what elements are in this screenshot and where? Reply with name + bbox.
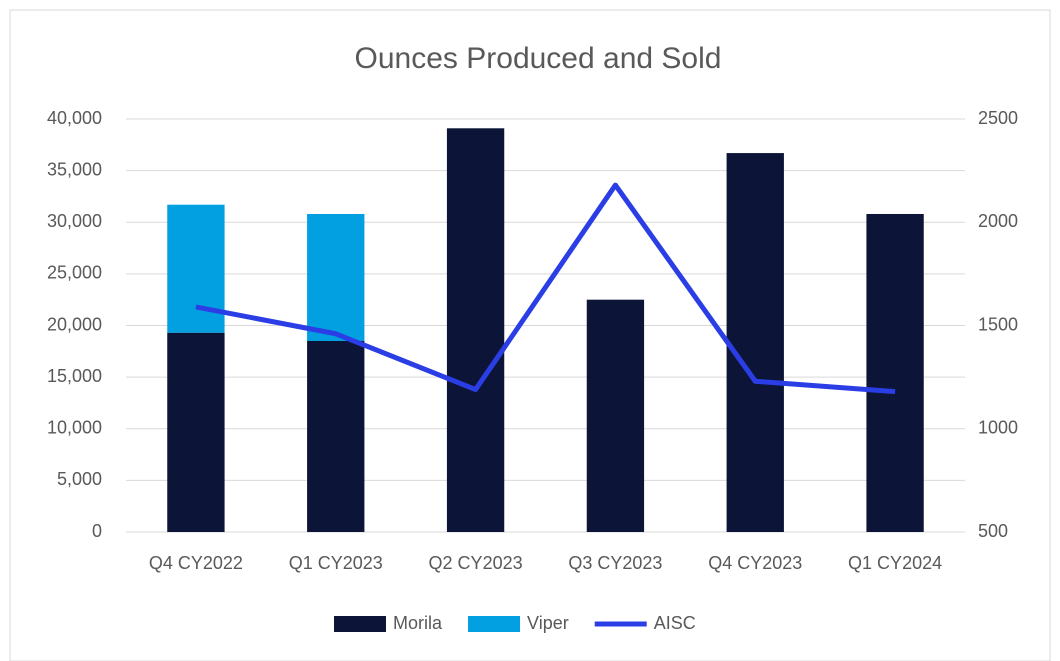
bar (167, 204, 225, 333)
x-tick-label: Q3 CY2023 (568, 553, 662, 573)
bar (726, 153, 784, 532)
y2-tick-label: 1500 (978, 314, 1018, 334)
y2-tick-label: 2500 (978, 108, 1018, 128)
x-tick-label: Q4 CY2022 (149, 553, 243, 573)
legend-swatch (334, 616, 386, 632)
y-tick-label: 40,000 (47, 108, 102, 128)
y-tick-label: 5,000 (57, 469, 102, 489)
x-tick-label: Q1 CY2023 (289, 553, 383, 573)
y-tick-label: 35,000 (47, 159, 102, 179)
bar (446, 128, 505, 533)
y-tick-label: 30,000 (47, 211, 102, 231)
y2-tick-label: 500 (978, 521, 1008, 541)
bar (586, 299, 645, 532)
y-tick-label: 25,000 (47, 263, 102, 283)
bar (307, 340, 365, 532)
bar (307, 213, 365, 341)
y-tick-label: 15,000 (47, 366, 102, 386)
y-tick-label: 20,000 (47, 314, 102, 334)
x-tick-label: Q1 CY2024 (848, 553, 942, 573)
legend-swatch (468, 616, 521, 632)
bar (866, 213, 924, 533)
y2-tick-label: 1000 (978, 418, 1018, 438)
y-tick-label: 0 (92, 521, 102, 541)
chart-title: Ounces Produced and Sold (355, 42, 722, 75)
y2-tick-label: 2000 (978, 211, 1018, 231)
y-tick-label: 10,000 (47, 418, 102, 438)
bar (167, 332, 225, 532)
legend-label: AISC (654, 613, 696, 633)
legend-label: Viper (527, 613, 569, 633)
legend-label: Morila (393, 613, 443, 633)
x-tick-label: Q4 CY2023 (708, 553, 802, 573)
line (195, 182, 896, 395)
x-tick-label: Q2 CY2023 (429, 553, 523, 573)
